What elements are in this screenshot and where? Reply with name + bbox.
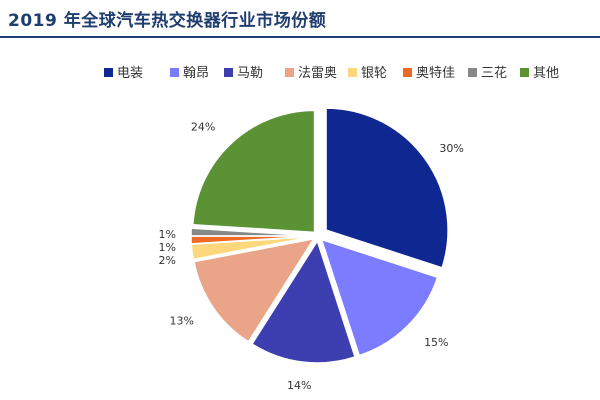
legend-swatch bbox=[520, 68, 529, 77]
pie-slice bbox=[193, 237, 316, 343]
slice-value-label: 15% bbox=[424, 336, 448, 349]
legend-label: 翰昂 bbox=[183, 66, 209, 81]
legend-label: 银轮 bbox=[361, 66, 387, 81]
legend-label: 奥特佳 bbox=[416, 66, 455, 81]
pie-slice bbox=[325, 107, 449, 269]
legend-label: 三花 bbox=[481, 65, 507, 81]
pie-slice bbox=[320, 238, 439, 357]
slice-value-label: 24% bbox=[191, 121, 215, 134]
pie-value-labels: 30%15%14%13%2%1%1%24% bbox=[159, 121, 464, 392]
legend-swatch bbox=[170, 68, 179, 77]
slice-value-label: 1% bbox=[159, 241, 176, 254]
legend-item: 法雷奥 bbox=[285, 66, 337, 81]
legend-swatch bbox=[348, 68, 357, 77]
legend-item: 翰昂 bbox=[170, 66, 209, 81]
legend-label: 其他 bbox=[533, 66, 559, 81]
legend-swatch bbox=[104, 68, 113, 77]
legend-label: 电装 bbox=[117, 66, 143, 81]
chart-title: 2019 年全球汽车热交换器行业市场份额 bbox=[8, 11, 327, 31]
legend-label: 马勒 bbox=[237, 66, 263, 81]
legend-item: 其他 bbox=[520, 66, 559, 81]
pie-chart: 电装 翰昂 马勒 法雷奥 银轮 奥特佳 三花 其他 30%15%14%13%2%1%1%24% bbox=[104, 65, 559, 392]
legend-item: 马勒 bbox=[224, 66, 263, 81]
legend-label: 法雷奥 bbox=[298, 66, 337, 81]
legend-swatch bbox=[285, 68, 294, 77]
slice-value-label: 30% bbox=[439, 142, 463, 155]
pie-slices bbox=[190, 107, 449, 364]
legend-swatch bbox=[224, 68, 233, 77]
legend-swatch bbox=[468, 68, 477, 77]
legend-swatch bbox=[403, 68, 412, 77]
pie-slice bbox=[190, 227, 314, 237]
legend-item: 三花 bbox=[468, 65, 507, 81]
legend-item: 银轮 bbox=[348, 66, 387, 81]
legend-item: 奥特佳 bbox=[403, 66, 455, 81]
pie-slice bbox=[250, 239, 357, 364]
title-underline bbox=[0, 36, 600, 38]
slice-value-label: 1% bbox=[159, 228, 176, 241]
slice-value-label: 2% bbox=[159, 254, 176, 267]
pie-chart-area: 电装 翰昂 马勒 法雷奥 银轮 奥特佳 三花 其他 30% 15% 14% 13% 2% 1% 1% 24% bbox=[0, 40, 600, 400]
slice-value-label: 14% bbox=[287, 379, 311, 392]
chart-legend: 电装 翰昂 马勒 法雷奥 银轮 奥特佳 三花 其他 bbox=[104, 65, 559, 81]
slice-value-label: 13% bbox=[169, 314, 193, 327]
chart-header: 2019 年全球汽车热交换器行业市场份额 bbox=[0, 0, 600, 40]
pie-slice bbox=[192, 109, 316, 234]
legend-item: 电装 bbox=[104, 66, 143, 81]
